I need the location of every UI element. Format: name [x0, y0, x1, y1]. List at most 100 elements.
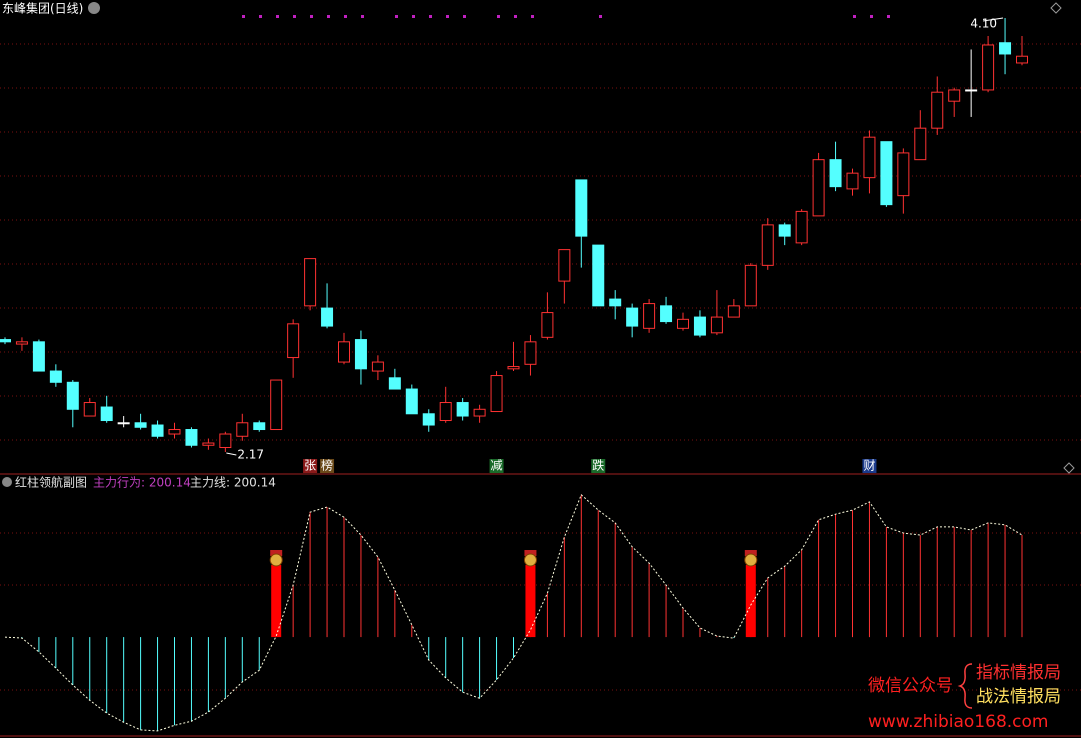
candle-body — [982, 44, 995, 91]
candle-body — [236, 422, 249, 437]
watermark-text: 战法情报局 — [976, 687, 1061, 707]
legend-entry: 主力线: 200.14 — [190, 476, 276, 490]
candle-body — [812, 159, 825, 217]
candle-body — [710, 316, 723, 334]
candle-body — [609, 298, 622, 307]
stock-title: 东峰集团(日线) — [2, 1, 83, 16]
legend-entry: 主力行为: 200.14 — [93, 476, 191, 490]
signal-icon — [744, 553, 758, 567]
candle-body — [626, 307, 639, 327]
candle-body — [117, 422, 130, 425]
pointer — [982, 17, 1004, 22]
event-label: 跌 — [592, 458, 604, 473]
event-tag — [303, 459, 318, 473]
candle-body — [338, 341, 350, 363]
candle-body — [592, 244, 605, 307]
event-label: 财 — [863, 459, 875, 473]
candle-body — [32, 341, 45, 372]
candle-body — [541, 312, 554, 338]
candle-body — [422, 413, 435, 426]
candle-body — [524, 341, 537, 365]
candle-body — [151, 424, 164, 437]
candle-body — [795, 210, 808, 244]
candle-body — [507, 366, 520, 370]
candle-body — [321, 307, 334, 327]
candle-body — [66, 381, 79, 410]
candle-body — [897, 152, 910, 197]
candle-body — [575, 179, 588, 237]
high-label: 4.10 — [970, 16, 997, 30]
low-label: 2.17 — [237, 448, 264, 462]
menu-icon[interactable] — [88, 2, 100, 14]
event-label: 榜 — [321, 458, 333, 473]
candle-body — [880, 141, 893, 206]
candle-body — [270, 379, 283, 431]
candle-body — [829, 159, 842, 188]
candle-body — [931, 91, 944, 129]
pointer — [226, 452, 237, 456]
candle-body — [134, 422, 147, 428]
candle-body — [761, 224, 774, 266]
candle-body — [677, 318, 689, 329]
candle-body — [405, 388, 418, 415]
candle-body — [219, 433, 232, 449]
signal-icon — [523, 553, 537, 567]
event-tag — [489, 459, 504, 473]
watermark-text: 微信公众号 — [868, 676, 953, 696]
event-tag — [862, 459, 877, 473]
candle-body — [168, 429, 181, 435]
diamond-icon[interactable] — [1050, 2, 1062, 14]
candle-body — [371, 361, 384, 372]
candle-body — [49, 370, 62, 383]
signal-bar — [525, 565, 536, 638]
candle-body — [0, 339, 11, 343]
candle-body — [490, 375, 503, 413]
candle-body — [660, 305, 673, 323]
candle-body — [999, 42, 1012, 55]
watermark-url: www.zhibiao168.com — [868, 712, 1048, 732]
candle-body — [778, 224, 791, 237]
candle-body — [15, 341, 28, 345]
candle-body — [846, 172, 859, 190]
candle-body — [473, 408, 486, 417]
candle-body — [83, 402, 96, 417]
candle-body — [439, 402, 452, 422]
event-label: 张 — [304, 459, 316, 473]
candle-body — [693, 316, 706, 336]
signal-flag — [744, 550, 757, 556]
diamond-icon[interactable] — [1063, 462, 1075, 474]
event-label: 减 — [491, 459, 503, 473]
candle-body — [354, 339, 367, 370]
signal-flag — [270, 550, 283, 556]
candle-body — [100, 406, 113, 422]
candle-body — [948, 89, 961, 102]
candle-body — [287, 323, 300, 359]
candle-body — [727, 305, 740, 318]
candle-body — [558, 249, 571, 282]
candle-body — [643, 303, 656, 329]
candle-body — [914, 127, 927, 161]
event-tag — [591, 459, 606, 473]
event-tag — [320, 459, 335, 473]
watermark: 微信公众号 指标情报局 战法情报局 www.zhibiao168.com — [868, 663, 1061, 732]
candle-body — [1016, 55, 1028, 64]
signal-dots — [242, 15, 890, 18]
signal-bar — [271, 565, 282, 638]
candle-body — [388, 377, 401, 390]
candle-body — [863, 136, 876, 179]
menu-icon[interactable] — [2, 477, 12, 487]
candle-body — [253, 422, 266, 431]
candle-body — [304, 258, 317, 307]
candle-body — [202, 442, 215, 446]
brace — [957, 663, 973, 709]
signal-flag — [524, 550, 537, 556]
grid — [0, 43, 1081, 691]
candle-body — [185, 429, 198, 446]
candle-body — [744, 264, 757, 307]
signal-bar — [745, 565, 756, 638]
signal-icon — [269, 553, 283, 567]
candle-body — [965, 89, 978, 92]
watermark-text: 指标情报局 — [976, 663, 1061, 683]
